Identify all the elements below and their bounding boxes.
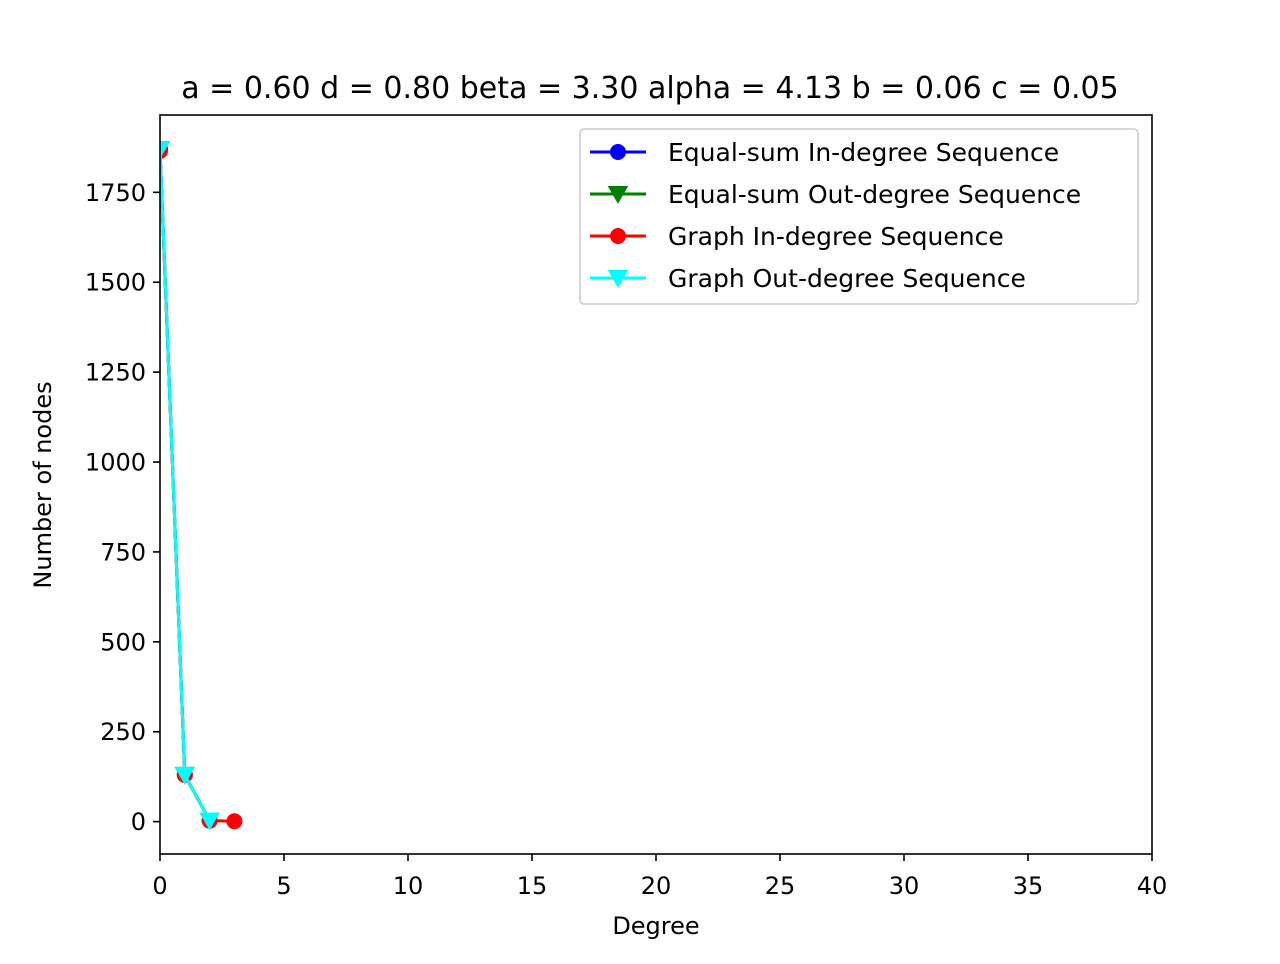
legend-box	[579, 128, 1139, 305]
legend-item-3: Graph In-degree Sequence	[590, 222, 1004, 251]
legend-swatch-marker	[610, 228, 626, 244]
legend: Equal-sum In-degree Sequence Equal-sum Ou…	[579, 128, 1139, 305]
series-group	[160, 141, 243, 831]
x-tick-label: 25	[765, 872, 796, 900]
x-tick-label: 30	[889, 872, 920, 900]
x-tick-label: 5	[276, 872, 291, 900]
x-tick-label: 20	[641, 872, 672, 900]
series-3	[160, 142, 243, 830]
y-tick-label: 1000	[85, 449, 146, 477]
series-4-point	[174, 766, 196, 785]
y-tick-label: 750	[100, 538, 146, 566]
legend-label: Graph In-degree Sequence	[668, 222, 1004, 251]
legend-label: Equal-sum Out-degree Sequence	[668, 180, 1081, 209]
x-tick-label: 15	[517, 872, 548, 900]
legend-item-1: Equal-sum In-degree Sequence	[590, 138, 1059, 167]
axes: 0 5 10 15 20 25 30 35 40 0 250 500 750 1000 1250 1500 17…	[85, 114, 1168, 900]
y-tick-label: 500	[100, 628, 146, 656]
series-3-point	[226, 813, 243, 830]
legend-label: Graph Out-degree Sequence	[668, 264, 1026, 293]
series-1-line	[160, 149, 211, 822]
series-3-line	[160, 150, 235, 823]
chart-title: a = 0.60 d = 0.80 beta = 3.30 alpha = 4.…	[181, 71, 1119, 106]
y-tick-label: 250	[100, 718, 146, 746]
x-tick-label: 0	[152, 872, 167, 900]
x-tick-label: 10	[393, 872, 424, 900]
x-tick-label: 40	[1137, 872, 1168, 900]
y-axis-label: Number of nodes	[29, 381, 57, 588]
legend-swatch-marker	[607, 186, 629, 204]
y-tick-label: 1750	[85, 179, 146, 207]
series-4-line	[160, 149, 211, 822]
series-2	[160, 141, 220, 831]
plot-area	[160, 141, 243, 831]
y-tick-label: 1250	[85, 359, 146, 387]
legend-swatch-marker	[610, 144, 626, 160]
x-tick-label: 35	[1013, 872, 1044, 900]
legend-swatch-marker	[607, 270, 629, 288]
legend-item-4: Graph Out-degree Sequence	[590, 264, 1026, 293]
y-tick-label: 0	[131, 808, 146, 836]
y-tick-label: 1500	[85, 269, 146, 297]
series-4	[160, 141, 220, 831]
legend-label: Equal-sum In-degree Sequence	[668, 138, 1059, 167]
legend-item-2: Equal-sum Out-degree Sequence	[590, 180, 1081, 209]
x-axis-label: Degree	[612, 912, 699, 940]
series-4-point	[199, 812, 220, 831]
series-4-point	[160, 141, 171, 160]
series-2-line	[160, 149, 211, 822]
series-1	[160, 141, 218, 829]
